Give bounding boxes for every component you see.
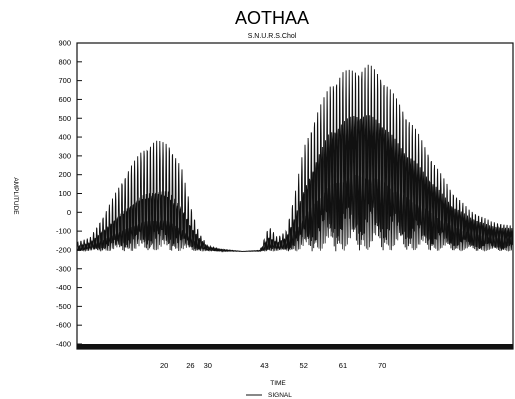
legend-entry-signal: SIGNAL bbox=[268, 392, 292, 399]
y-tick-label: 500 bbox=[58, 114, 71, 123]
y-tick-label: -300 bbox=[56, 264, 71, 273]
x-tick-label: 61 bbox=[339, 361, 347, 370]
y-tick-label: -500 bbox=[56, 302, 71, 311]
y-tick-label: 200 bbox=[58, 170, 71, 179]
y-tick-label: -600 bbox=[56, 321, 71, 330]
x-axis-band bbox=[77, 344, 513, 349]
x-tick-label: 52 bbox=[300, 361, 308, 370]
x-tick-label: 43 bbox=[260, 361, 268, 370]
x-tick-group: 20 26 30 43 52 61 70 bbox=[160, 361, 386, 370]
y-tick-label: 300 bbox=[58, 151, 71, 160]
signal-series bbox=[76, 64, 514, 253]
y-tick-group: 900 800 700 600 500 400 300 200 100 0 -100 -200 -300… bbox=[56, 39, 82, 349]
y-tick-label: 0 bbox=[67, 208, 71, 217]
y-tick-label: 400 bbox=[58, 133, 71, 142]
chart-title: AOTHAA bbox=[235, 8, 309, 28]
y-tick-label: -100 bbox=[56, 227, 71, 236]
y-tick-label: 100 bbox=[58, 189, 71, 198]
chart-subtitle: S.N.U.R.S.Chol bbox=[248, 33, 297, 40]
y-tick-label: 800 bbox=[58, 57, 71, 66]
plot-area bbox=[76, 42, 514, 350]
y-tick-label: -400 bbox=[56, 283, 71, 292]
x-tick-label: 70 bbox=[378, 361, 386, 370]
y-tick-label: 700 bbox=[58, 76, 71, 85]
x-tick-label: 26 bbox=[186, 361, 194, 370]
y-tick-label: -400 bbox=[56, 340, 71, 349]
y-tick-label: 600 bbox=[58, 95, 71, 104]
x-tick-label: 20 bbox=[160, 361, 168, 370]
x-axis-label: TIME bbox=[270, 380, 286, 387]
y-tick-label: 900 bbox=[58, 39, 71, 48]
y-axis-label: AMPLITUDE bbox=[12, 177, 19, 215]
x-tick-label: 30 bbox=[204, 361, 212, 370]
y-tick-label: -200 bbox=[56, 245, 71, 254]
legend: SIGNAL bbox=[246, 392, 292, 399]
signal-line-secondary bbox=[76, 150, 514, 253]
